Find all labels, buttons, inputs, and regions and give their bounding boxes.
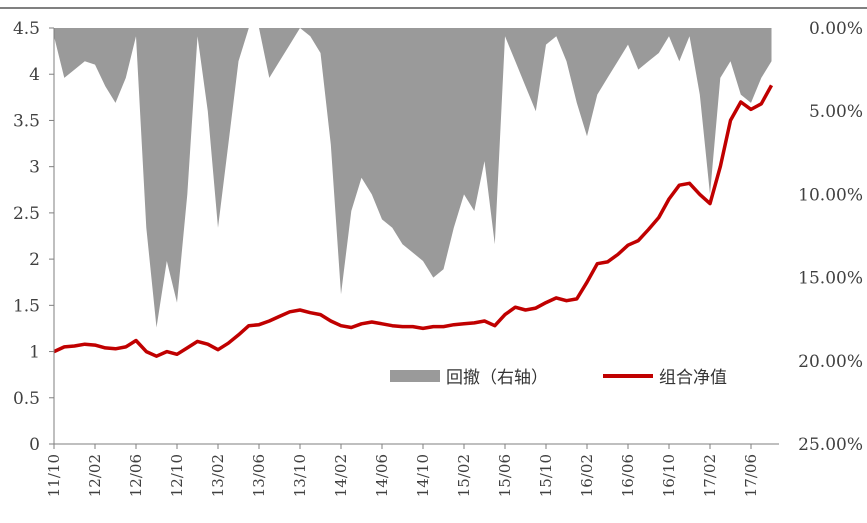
y-left-tick-label: 1.5 [13,296,40,316]
legend: 回撤（右轴） 组合净值 [390,368,727,388]
y-left-tick-label: 3.5 [13,111,40,131]
x-tick-label: 12/06 [127,454,145,497]
x-tick-label: 16/06 [619,454,637,497]
legend-label-drawdown: 回撤（右轴） [446,368,548,388]
y-left-tick-label: 4.5 [13,19,40,39]
x-tick-label: 16/02 [578,454,596,497]
x-tick-label: 15/06 [496,454,514,497]
y-right-tick-label: 10.00% [798,185,863,205]
y-left-tick-label: 2.5 [13,204,40,224]
x-tick-label: 14/06 [373,454,391,497]
x-tick-label: 12/02 [86,454,104,497]
y-left-tick-label: 1 [29,343,40,363]
x-tick-label: 15/02 [455,454,473,497]
y-right-tick-label: 20.00% [798,352,863,372]
x-tick-label: 13/06 [250,454,268,497]
x-tick-label: 13/02 [209,454,227,497]
y-right-tick-label: 15.00% [798,269,863,289]
x-tick-label: 17/06 [742,454,760,497]
drawdown-area-layer [54,28,772,328]
y-left-tick-label: 4 [29,65,40,85]
legend-label-nav: 组合净值 [659,368,727,388]
x-tick-label: 17/02 [701,454,719,497]
x-tick-label: 14/02 [332,454,350,497]
x-tick-label: 14/10 [414,454,432,497]
x-tick-label: 11/10 [45,454,63,497]
y-left-tick-label: 3 [29,158,40,178]
legend-swatch-drawdown [390,370,440,382]
y-left-tick-label: 0.5 [13,389,40,409]
y-right-tick-label: 25.00% [798,435,863,455]
x-tick-label: 13/10 [291,454,309,497]
x-tick-label: 16/10 [660,454,678,497]
y-left-tick-label: 0 [29,435,40,455]
y-right-tick-label: 0.00% [809,19,863,39]
drawdown-area [54,28,772,328]
x-tick-label: 15/10 [537,454,555,497]
x-tick-label: 12/10 [168,454,186,497]
y-right-tick-label: 5.00% [809,102,863,122]
y-left-tick-label: 2 [29,250,40,270]
